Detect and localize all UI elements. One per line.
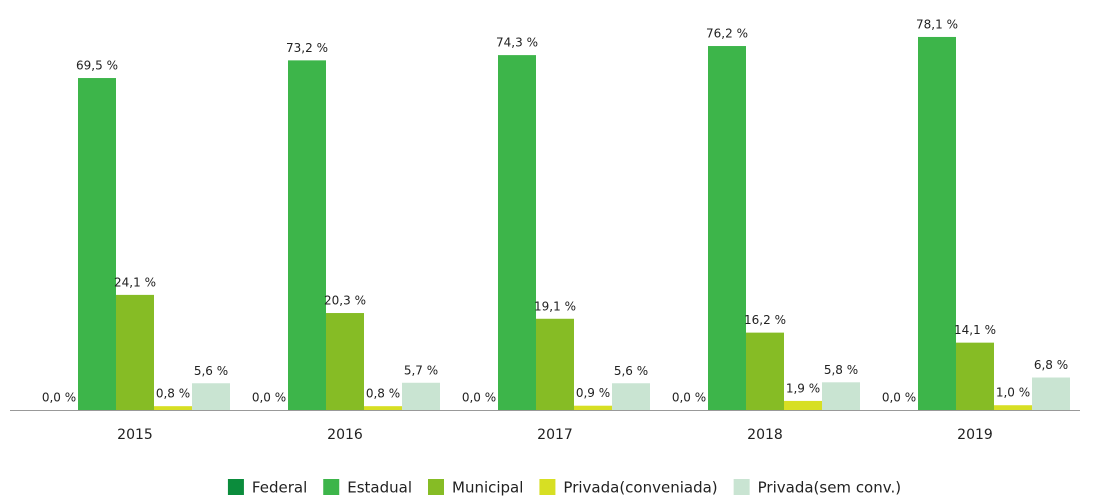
value-label: 0,0 %	[672, 391, 706, 405]
bar	[574, 405, 612, 410]
value-label: 0,9 %	[576, 386, 610, 400]
bar	[364, 406, 402, 410]
value-label: 16,2 %	[744, 313, 786, 327]
bar	[116, 294, 154, 410]
bar	[956, 342, 994, 410]
legend-swatch	[323, 479, 340, 495]
bar	[326, 313, 364, 410]
legend-swatch	[539, 479, 556, 495]
legend-swatch	[733, 479, 750, 495]
legend-label: Privada(sem conv.)	[758, 479, 901, 496]
legend-swatch	[227, 479, 244, 495]
x-tick-label: 2018	[747, 427, 783, 443]
value-label: 20,3 %	[324, 294, 366, 308]
value-label: 6,8 %	[1034, 358, 1068, 372]
bar	[612, 383, 650, 410]
value-label: 73,2 %	[286, 41, 328, 55]
legend-label: Estadual	[347, 479, 412, 496]
bar	[536, 318, 574, 410]
value-label: 1,9 %	[786, 381, 820, 395]
legend-label: Federal	[252, 479, 307, 496]
bar	[498, 55, 536, 410]
value-label: 19,1 %	[534, 299, 576, 313]
value-label: 78,1 %	[916, 17, 958, 31]
value-label: 69,5 %	[76, 59, 118, 73]
x-tick-label: 2015	[117, 427, 153, 443]
bar	[402, 382, 440, 410]
value-label: 0,0 %	[252, 391, 286, 405]
bar	[288, 60, 326, 410]
value-label: 0,0 %	[42, 391, 76, 405]
value-label: 0,8 %	[366, 387, 400, 401]
bar	[822, 382, 860, 410]
bar	[918, 36, 956, 411]
bar	[78, 78, 116, 411]
value-label: 5,7 %	[404, 363, 438, 377]
value-label: 74,3 %	[496, 36, 538, 50]
bar	[192, 383, 230, 410]
value-label: 1,0 %	[996, 386, 1030, 400]
value-label: 76,2 %	[706, 27, 748, 41]
bar	[1032, 377, 1070, 410]
value-label: 0,0 %	[462, 391, 496, 405]
legend-label: Municipal	[452, 479, 523, 496]
x-tick-label: 2017	[537, 427, 573, 443]
value-label: 24,1 %	[114, 275, 156, 289]
value-label: 5,6 %	[614, 364, 648, 378]
value-label: 0,0 %	[882, 391, 916, 405]
bar	[708, 46, 746, 411]
value-label: 14,1 %	[954, 323, 996, 337]
bar	[154, 406, 192, 410]
bar	[784, 400, 822, 410]
value-label: 5,6 %	[194, 364, 228, 378]
x-tick-label: 2019	[957, 427, 993, 443]
value-label: 0,8 %	[156, 387, 190, 401]
bar	[746, 332, 784, 410]
value-label: 5,8 %	[824, 363, 858, 377]
legend-label: Privada(conveniada)	[563, 479, 717, 496]
x-tick-label: 2016	[327, 427, 363, 443]
bar	[994, 405, 1032, 410]
legend-swatch	[428, 479, 444, 495]
